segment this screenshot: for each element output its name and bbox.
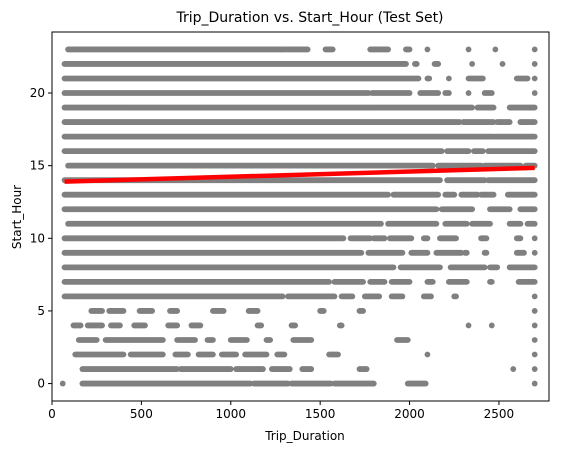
data-point [499,61,506,67]
data-point [424,351,431,358]
data-point [488,322,495,329]
data-point [531,351,538,358]
y-tick-label: 20 [30,86,45,100]
x-tick-label: 1000 [216,407,247,421]
y-axis: 0 5 10 15 20 [30,86,52,391]
data-point [469,61,476,67]
chart-title: Trip_Duration vs. Start_Hour (Test Set) [175,10,443,26]
data-point [465,90,472,96]
data-point [531,75,538,82]
data-point [531,337,538,343]
x-tick-label: 0 [48,407,56,421]
y-axis-label: Start_Hour [10,185,24,249]
plot-area [59,46,538,387]
data-point [424,46,431,53]
data-point [510,366,517,372]
x-tick-label: 1500 [305,407,336,421]
data-point [465,322,472,329]
data-point [531,46,538,53]
x-axis-label: Trip_Duration [264,429,345,443]
axes-frame [51,31,550,402]
data-point [465,46,472,53]
x-axis: 0 500 1000 1500 2000 2500 [48,401,514,421]
data-point [531,249,538,256]
data-point [531,235,538,242]
data-point [531,366,538,372]
data-point [531,308,538,314]
y-tick-label: 10 [30,231,45,245]
y-tick-label: 15 [30,159,45,173]
x-tick-label: 500 [130,407,153,421]
data-point [531,293,538,300]
x-tick-label: 2500 [484,407,515,421]
data-point [531,322,538,329]
y-tick-label: 0 [37,377,45,391]
data-point [531,61,538,67]
regression-line [64,165,535,184]
x-tick-label: 2000 [394,407,425,421]
data-point [445,75,452,82]
data-point [531,380,538,387]
data-point [492,46,499,53]
y-tick-label: 5 [37,304,45,318]
data-point [59,380,66,387]
data-point [531,90,538,96]
